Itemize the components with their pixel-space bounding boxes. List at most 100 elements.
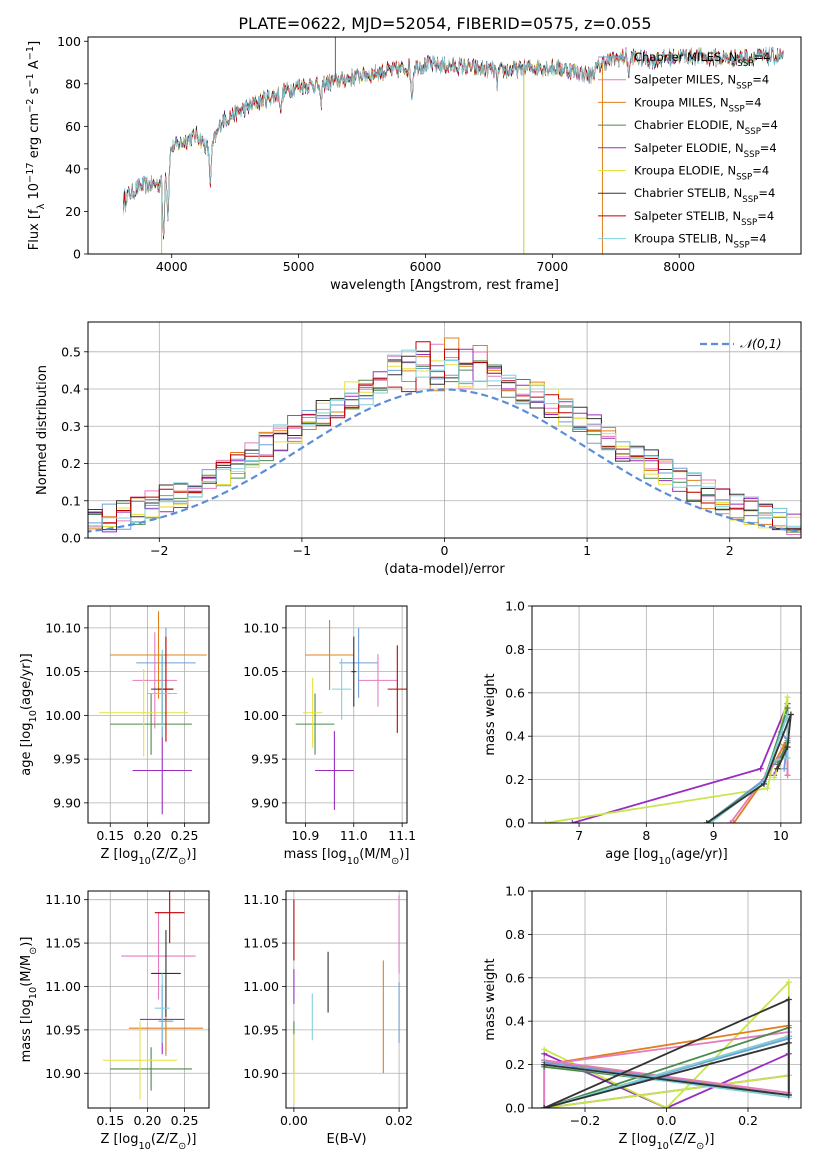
- weight-marker: [569, 820, 576, 823]
- plot-area: [541, 979, 792, 1108]
- weights-vs-metallicity-panel: −0.2 0.0 0.2 0.0 0.2 0.4 0.6 0.8 1.0 Z [log10(Z/Z…: [483, 884, 802, 1152]
- spectrum-panel: Chabrier MILES, NSSP=4 Salpeter MILES, NS…: [25, 34, 802, 293]
- weight-marker: [761, 780, 768, 787]
- y-tick-label: 11.05: [45, 936, 81, 951]
- legend-entry: Salpeter ELODIE, NSSP=4: [634, 141, 777, 160]
- errorbar-point: [351, 636, 357, 707]
- x-tick-label: 11.1: [388, 828, 416, 843]
- y-tick-label: 0.6: [505, 970, 525, 985]
- y-tick-label: 9.95: [53, 752, 81, 767]
- errorbar-point: [110, 611, 207, 699]
- legend-entry: Salpeter STELIB, NSSP=4: [634, 209, 774, 228]
- axes-frame: [87, 36, 802, 255]
- y-tick-label: 0.1: [61, 493, 81, 508]
- y-tick-label: 10.00: [45, 708, 81, 723]
- y-tick-label: 0.8: [505, 642, 525, 657]
- errorbar-point: [110, 693, 192, 755]
- errorbar-point: [158, 636, 174, 742]
- y-axis-label: Normed distribution: [35, 365, 50, 495]
- errorbar-point: [154, 891, 185, 944]
- y-tick-label: 0.6: [505, 685, 525, 700]
- errorbar-point: [331, 658, 352, 720]
- weight-marker: [757, 765, 764, 772]
- x-tick-label: 0.20: [133, 1113, 161, 1128]
- x-tick-label: 6000: [410, 259, 442, 274]
- weight-marker: [727, 820, 734, 823]
- y-tick-label: 10.10: [45, 620, 81, 635]
- errorbar-point: [358, 654, 398, 707]
- x-axis-label: (data-model)/error: [384, 562, 505, 577]
- y-tick-label: 11.05: [243, 936, 279, 951]
- weight-marker: [785, 996, 792, 1003]
- x-axis-label: Z [log10(Z/Z⊙)]: [101, 1132, 197, 1152]
- y-tick-label: 0.0: [505, 816, 525, 831]
- errorbar-point: [339, 627, 378, 698]
- errorbar-point: [99, 669, 189, 757]
- plot-area: [88, 337, 801, 535]
- x-tick-label: 7: [575, 828, 583, 843]
- weight-marker: [785, 979, 792, 986]
- y-tick-label: 9.95: [251, 752, 279, 767]
- weight-marker: [703, 820, 710, 823]
- x-axis-label: age [log10(age/yr)]: [605, 847, 728, 867]
- plot-area: [542, 694, 794, 823]
- weight-marker: [541, 1061, 548, 1068]
- residual-histogram: [88, 349, 801, 527]
- errorbar-point: [102, 1021, 178, 1100]
- weight-series-line: [706, 707, 789, 823]
- figure-title: PLATE=0622, MJD=52054, FIBERID=0575, z=0…: [238, 14, 651, 33]
- y-tick-label: 60: [65, 119, 81, 134]
- y-tick-label: 0.4: [61, 382, 81, 397]
- weight-marker: [784, 772, 791, 779]
- x-tick-label: 0.25: [171, 1113, 199, 1128]
- gaussian-curve: [88, 388, 801, 533]
- legend-entry: Chabrier MILES, NSSP=4: [634, 50, 770, 69]
- y-axis-label: Flux [fλ 10−17 erg cm−2 s−1 A−1]: [25, 41, 47, 250]
- weight-marker: [764, 785, 771, 792]
- y-tick-label: 0.8: [505, 927, 525, 942]
- plot-area: [293, 895, 400, 1104]
- x-tick-label: −2: [150, 543, 168, 558]
- y-tick-label: 10.10: [243, 620, 279, 635]
- legend-entry: Chabrier STELIB, NSSP=4: [634, 186, 775, 205]
- axes-frame: [531, 605, 802, 824]
- y-tick-label: 0: [73, 247, 81, 262]
- axes-frame: [87, 890, 210, 1109]
- y-tick-label: 10.95: [45, 1022, 81, 1037]
- age-vs-metallicity-panel: 0.15 0.20 0.25 9.90 9.95 10.00 10.05 10.10 Z [lo…: [19, 605, 210, 867]
- x-tick-label: −1: [293, 543, 311, 558]
- y-tick-label: 0.0: [61, 531, 81, 546]
- x-tick-label: 0.25: [171, 828, 199, 843]
- weight-marker: [542, 820, 549, 823]
- x-tick-label: 8000: [663, 259, 695, 274]
- x-tick-label: 9: [710, 828, 718, 843]
- y-tick-label: 100: [57, 34, 81, 49]
- y-axis-label: age [log10(age/yr)]: [19, 653, 39, 776]
- errorbar-point: [387, 645, 407, 733]
- y-tick-label: 0.3: [61, 419, 81, 434]
- x-tick-label: 0.0: [657, 1113, 677, 1128]
- errorbar-point: [132, 726, 192, 815]
- y-tick-label: 0.5: [61, 344, 81, 359]
- errorbar-point: [132, 632, 178, 729]
- weight-marker: [541, 1046, 548, 1053]
- errorbar-point: [302, 677, 323, 748]
- errorbar-point: [147, 649, 178, 738]
- errorbar-point: [315, 731, 354, 810]
- plot-area: [123, 37, 784, 254]
- weights-vs-age-panel: 7 8 9 10 0.0 0.2 0.4 0.6 0.8 1.0 age [log10(age/yr…: [483, 599, 802, 867]
- weight-marker: [730, 820, 737, 823]
- x-axis-label: wavelength [Angstrom, rest frame]: [330, 278, 559, 293]
- weight-marker: [663, 1105, 670, 1108]
- y-tick-label: 1.0: [505, 599, 525, 614]
- x-tick-label: 4000: [156, 259, 188, 274]
- y-axis-label: mass weight: [483, 673, 498, 755]
- plot-area: [99, 611, 207, 815]
- legend-entry: Kroupa ELODIE, NSSP=4: [634, 164, 769, 183]
- weight-marker: [774, 765, 781, 772]
- x-axis-label: mass [log10(M/M⊙)]: [284, 847, 410, 867]
- y-tick-label: 10.95: [243, 1022, 279, 1037]
- x-tick-label: 5000: [283, 259, 315, 274]
- axes-frame: [285, 605, 408, 824]
